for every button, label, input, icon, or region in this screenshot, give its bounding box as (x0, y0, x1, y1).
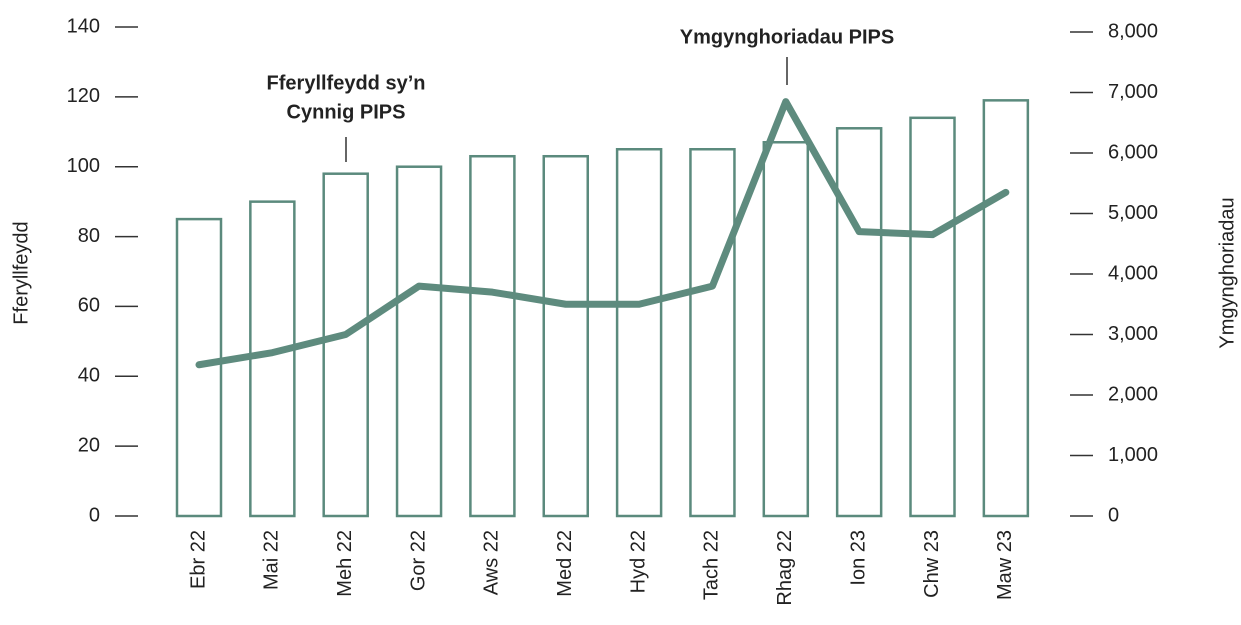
bar (469, 154, 516, 518)
y2-tick-label: 7,000 (1108, 81, 1158, 103)
bar (762, 141, 810, 518)
bar (395, 165, 443, 518)
bar (542, 154, 589, 518)
x-tick-label: Gor 22 (407, 530, 429, 591)
y-tick-label: 20 (78, 434, 100, 456)
x-tick-label: Mai 22 (261, 530, 283, 590)
y-tick-label: 80 (78, 225, 100, 247)
y2-tick-label: 2,000 (1108, 383, 1158, 405)
line (195, 98, 1010, 369)
bar (615, 148, 663, 518)
y2-tick-label: 3,000 (1108, 323, 1158, 345)
x-tick-label: Meh 22 (334, 530, 356, 597)
x-tick-label: Ion 23 (847, 530, 869, 586)
y-tick-label: 60 (78, 295, 100, 317)
x-tick-label: Chw 23 (921, 530, 943, 598)
bar (689, 148, 736, 518)
y2-tick-label: 5,000 (1108, 202, 1158, 224)
bar (835, 127, 883, 518)
y2-tick-label: 0 (1108, 504, 1119, 526)
x-tick-label: Tach 22 (701, 530, 723, 600)
y-tick-label: 100 (67, 155, 100, 177)
y-tick-label: 40 (78, 365, 100, 387)
x-tick-label: Rhag 22 (774, 530, 796, 606)
y-tick-label: 0 (89, 504, 100, 526)
y2-tick-label: 4,000 (1108, 262, 1158, 284)
x-tick-label: Aws 22 (481, 530, 503, 595)
y2-tick-label: 8,000 (1108, 20, 1158, 42)
x-tick-label: Maw 23 (994, 530, 1016, 600)
y-axis-title: Fferyllfeydd (10, 221, 32, 324)
x-tick-label: Med 22 (554, 530, 576, 597)
bar (982, 99, 1030, 518)
y-tick-label: 140 (67, 15, 100, 37)
y2-tick-label: 6,000 (1108, 141, 1158, 163)
bar (909, 116, 956, 518)
y-tick-label: 120 (67, 85, 100, 107)
x-tick-label: Hyd 22 (627, 530, 649, 593)
bar (249, 200, 296, 518)
x-tick-label: Ebr 22 (187, 530, 209, 589)
y2-axis-title: Ymgynghoriadau (1216, 197, 1238, 348)
annotation-text: Cynnig PIPS (287, 101, 406, 123)
y2-tick-label: 1,000 (1108, 444, 1158, 466)
bar (322, 172, 369, 518)
bar (175, 217, 223, 518)
annotation-text: Ymgynghoriadau PIPS (680, 26, 894, 48)
annotation-text: Fferyllfeydd sy’n (267, 72, 426, 94)
